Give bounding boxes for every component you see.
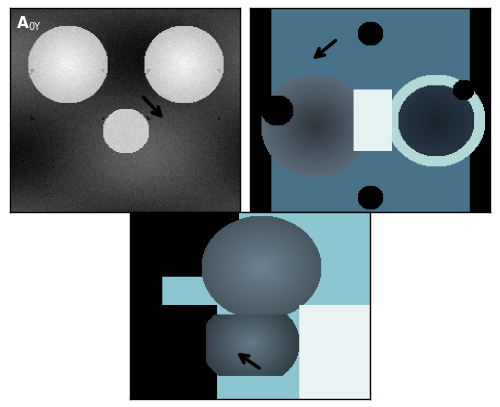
Text: A: A	[17, 16, 28, 31]
Text: 0Y: 0Y	[28, 22, 40, 33]
Text: C: C	[137, 219, 148, 234]
Text: B: B	[257, 16, 269, 31]
